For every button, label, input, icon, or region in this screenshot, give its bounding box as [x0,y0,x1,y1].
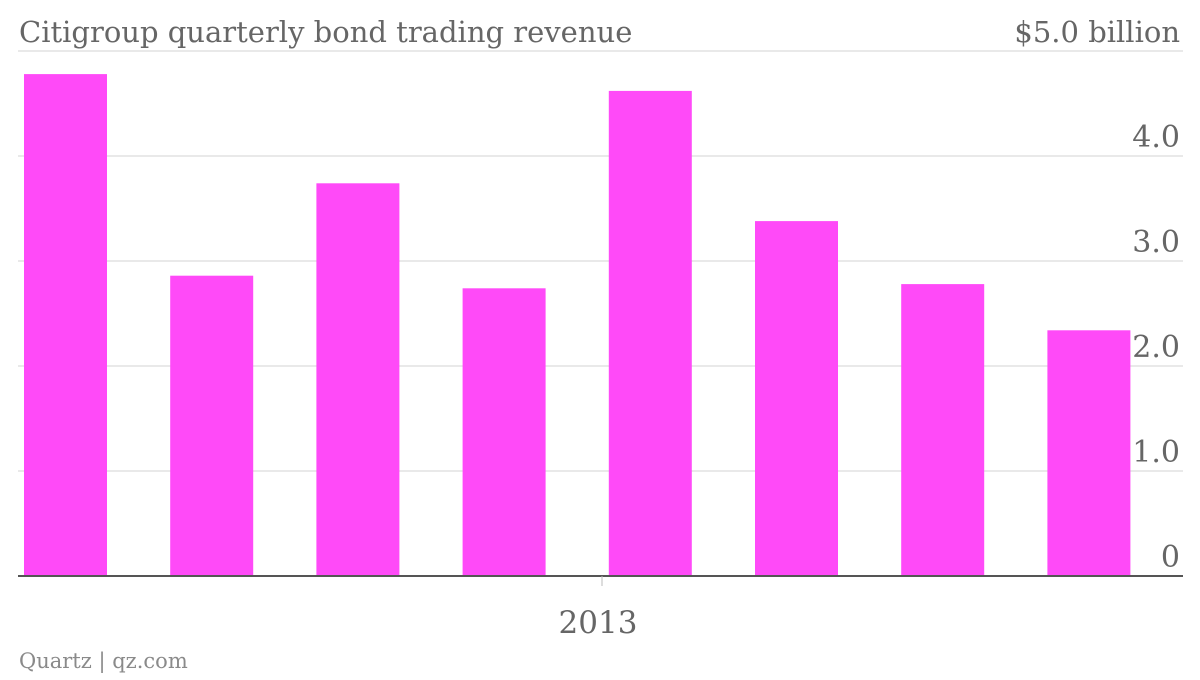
y-tick-label: 3.0 [1132,225,1180,260]
y-axis-ticks: 0 1.0 2.0 3.0 4.0 $5.0 billion [1014,15,1180,575]
bar [1047,330,1131,576]
x-axis-label: 2013 [559,605,638,641]
bar [170,275,254,576]
chart-title: Citigroup quarterly bond trading revenue [19,15,632,49]
source-note: Quartz | qz.com [19,649,188,674]
bar [24,74,107,576]
x-axis: 2013 [18,575,1183,641]
bar [462,288,546,576]
bar [901,284,985,576]
y-tick-label: $5.0 billion [1014,15,1180,49]
y-tick-label: 4.0 [1132,120,1180,155]
bar [316,183,400,577]
bar [755,221,838,576]
y-tick-label: 0 [1161,540,1180,575]
bars [24,74,1131,577]
y-tick-label: 1.0 [1132,435,1180,470]
bar [608,90,692,577]
y-tick-label: 2.0 [1132,330,1180,365]
